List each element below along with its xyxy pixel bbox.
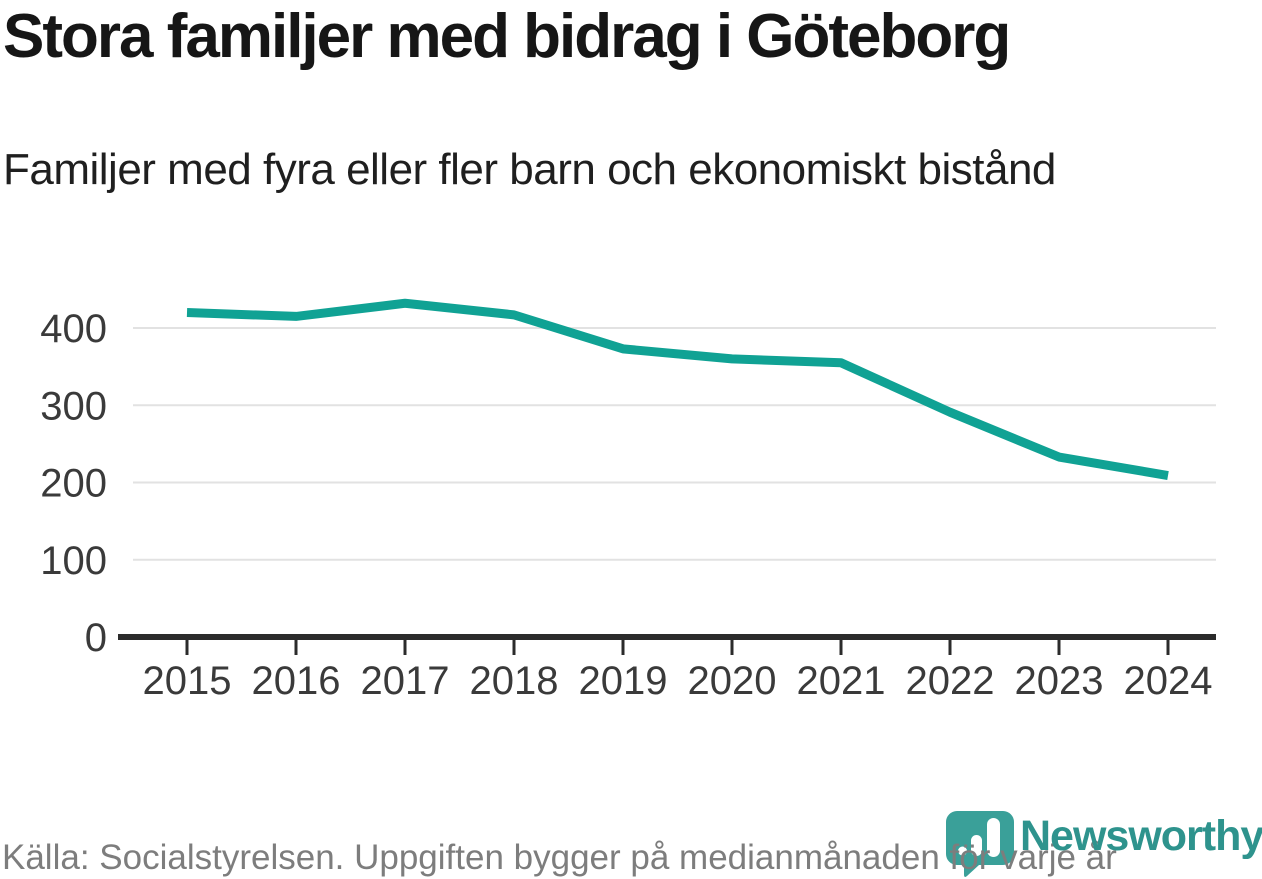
chart-subtitle: Familjer med fyra eller fler barn och ek…	[3, 145, 1056, 194]
x-axis-tick-label: 2022	[906, 659, 995, 703]
x-axis-tick-label: 2015	[143, 659, 232, 703]
y-axis: 0 100 200 300 400	[40, 307, 107, 660]
newsworthy-logo	[945, 810, 1015, 877]
x-axis-tick-label: 2023	[1015, 659, 1104, 703]
x-axis-tick-label: 2021	[797, 659, 886, 703]
series-line	[186, 298, 1169, 480]
x-axis-tick-label: 2019	[579, 659, 668, 703]
x-axis: 2015 2016 2017 2018 2019 2020 2021 2022 2023 2024	[118, 634, 1216, 703]
y-axis-tick-label: 400	[40, 307, 107, 351]
x-axis-tick-label: 2017	[361, 659, 450, 703]
y-axis-tick-label: 100	[40, 539, 107, 583]
newsworthy-wordmark: Newsworthy	[1020, 812, 1262, 860]
newsworthy-pin-icon	[946, 811, 1014, 877]
x-axis-tick-label: 2020	[688, 659, 777, 703]
gridlines	[133, 327, 1216, 561]
chart-title: Stora familjer med bidrag i Göteborg	[3, 2, 1011, 71]
y-axis-tick-label: 300	[40, 384, 107, 428]
x-axis-tick-label: 2024	[1124, 659, 1213, 703]
y-axis-tick-label: 0	[85, 616, 107, 660]
x-axis-tick-label: 2016	[252, 659, 341, 703]
y-axis-tick-label: 200	[40, 462, 107, 506]
data-series	[186, 298, 1169, 480]
x-axis-tick-label: 2018	[470, 659, 559, 703]
source-note: Källa: Socialstyrelsen. Uppgiften bygger…	[2, 838, 1117, 877]
